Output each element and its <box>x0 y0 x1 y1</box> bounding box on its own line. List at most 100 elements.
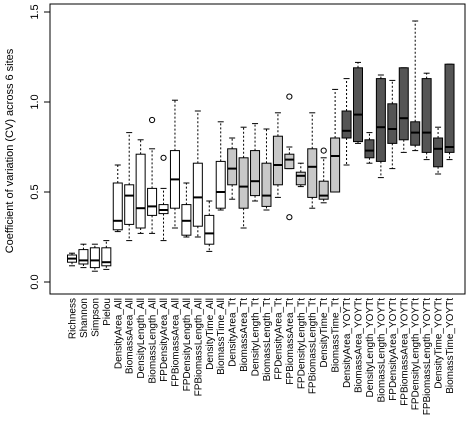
box-BiomassArea_All <box>124 132 135 242</box>
iqr-box <box>78 249 89 265</box>
plot-frame <box>49 3 466 295</box>
iqr-box <box>272 135 283 186</box>
iqr-box <box>318 180 329 200</box>
x-tick-label: BiomassLength_YOYTt <box>376 298 387 403</box>
x-tick-label: Richness <box>68 298 79 339</box>
x-tick-label: DensityTime_All <box>205 298 216 370</box>
iqr-box <box>341 110 352 139</box>
x-tick-label: FPDensityArea_All <box>159 298 170 382</box>
outlier-point <box>160 154 167 161</box>
box-BiomassLength_All <box>147 116 158 234</box>
iqr-box <box>353 67 363 143</box>
box-DensityLength_YOYTt <box>364 132 375 164</box>
x-tick-label: DensityLength_Tt <box>251 298 262 377</box>
x-tick-label: BiomassLength_All <box>148 298 159 384</box>
box-Pielou <box>101 240 112 270</box>
x-tick-label: FPDensityLength_All <box>182 298 193 391</box>
iqr-box <box>330 137 341 193</box>
box-DensityArea_YOYTt <box>341 78 352 166</box>
x-tick-label: DensityArea_All <box>113 298 124 369</box>
x-tick-label: DensityArea_Tt <box>228 298 239 367</box>
iqr-box <box>215 160 226 209</box>
box-FPDensityLength_YOYTt <box>410 20 421 152</box>
iqr-box <box>421 78 432 153</box>
box-FPBiomassLength_Tt <box>307 112 318 209</box>
iqr-box <box>375 78 386 162</box>
iqr-box <box>398 67 409 141</box>
iqr-box <box>284 153 295 170</box>
box-BiomassLength_Tt <box>261 128 272 211</box>
y-tick-label: 0.5 <box>29 184 41 199</box>
box-Richness <box>67 252 77 267</box>
x-tick-label: BiomassTime_YOYTt <box>445 298 456 394</box>
iqr-box <box>295 171 306 186</box>
box-DensityTime_Tt <box>318 147 329 204</box>
box-FPDensityArea_All <box>158 154 169 242</box>
x-tick-label: FPDensityArea_Tt <box>273 298 284 380</box>
x-tick-label: FPBiomassArea_YOYTt <box>399 298 410 406</box>
box-Simpson <box>89 243 100 272</box>
iqr-box <box>147 187 158 216</box>
x-tick-label: BiomassLength_Tt <box>262 298 273 382</box>
outlier-point <box>286 214 293 221</box>
box-FPDensityArea_Tt <box>272 112 283 198</box>
box-BiomassArea_Tt <box>238 126 249 229</box>
iqr-box <box>192 162 203 227</box>
box-BiomassTime_All <box>215 121 226 211</box>
iqr-box <box>112 182 123 231</box>
iqr-box <box>261 162 272 207</box>
iqr-box <box>238 157 249 209</box>
box-FPBiomassLength_YOYTt <box>421 72 432 161</box>
box-DensityTime_All <box>204 200 215 252</box>
box-FPBiomassArea_Tt <box>284 93 295 221</box>
x-tick-label: FPBiomassLength_Tt <box>308 298 319 394</box>
box-FPDensityLength_Tt <box>295 162 306 188</box>
iqr-box <box>364 139 375 159</box>
x-tick-label: Simpson <box>90 298 101 337</box>
x-tick-label: FPDensityArea_YOYTt <box>388 298 399 401</box>
x-tick-label: FPBiomassArea_All <box>170 298 181 387</box>
box-DensityArea_All <box>112 164 123 233</box>
box-BiomassArea_YOYTt <box>353 61 363 144</box>
iqr-box <box>307 148 318 198</box>
iqr-box <box>135 153 146 229</box>
box-FPBiomassArea_YOYTt <box>398 67 409 153</box>
x-tick-label: BiomassArea_All <box>125 298 136 374</box>
box-BiomassTime_Tt <box>330 88 341 193</box>
x-tick-label: BiomassArea_YOYTt <box>354 298 365 393</box>
y-tick-label: 1.5 <box>29 4 41 19</box>
x-tick-label: DensityTime_Tt <box>319 298 330 368</box>
box-FPDensityArea_YOYTt <box>387 79 398 170</box>
box-FPBiomassArea_All <box>169 99 180 229</box>
x-tick-label: FPBiomassLength_All <box>193 298 204 396</box>
x-tick-label: DensityArea_YOYTt <box>342 298 353 388</box>
box-DensityTime_YOYTt <box>433 126 444 175</box>
outlier-point <box>320 147 327 154</box>
iqr-box <box>227 148 238 186</box>
x-tick-label: BiomassArea_Tt <box>239 298 250 372</box>
x-tick-label: Pielou <box>102 298 113 326</box>
box-FPBiomassLength_All <box>192 110 203 238</box>
box-Shannon <box>78 243 89 269</box>
y-tick-label: 0.0 <box>29 274 41 289</box>
box-BiomassTime_YOYTt <box>444 63 455 161</box>
outlier-point <box>286 93 293 100</box>
box-BiomassLength_YOYTt <box>375 74 386 179</box>
y-tick-label: 1.0 <box>29 94 41 109</box>
x-tick-label: DensityLength_All <box>136 298 147 379</box>
x-tick-label: FPDensityLength_Tt <box>296 298 307 389</box>
box-DensityArea_Tt <box>227 137 238 200</box>
iqr-box <box>444 63 455 153</box>
x-tick-label: Shannon <box>79 298 90 338</box>
x-tick-label: FPBiomassLength_YOYTt <box>422 298 433 415</box>
x-tick-label: DensityLength_YOYTt <box>365 298 376 398</box>
iqr-box <box>89 247 100 269</box>
iqr-box <box>433 137 444 168</box>
x-tick-label: DensityTime_YOYTt <box>434 298 445 389</box>
iqr-box <box>387 103 398 144</box>
iqr-box <box>204 214 215 245</box>
iqr-box <box>250 150 261 197</box>
box-DensityLength_All <box>135 139 146 234</box>
y-axis-title: Coefficient of variation (CV) across 6 s… <box>4 48 16 253</box>
